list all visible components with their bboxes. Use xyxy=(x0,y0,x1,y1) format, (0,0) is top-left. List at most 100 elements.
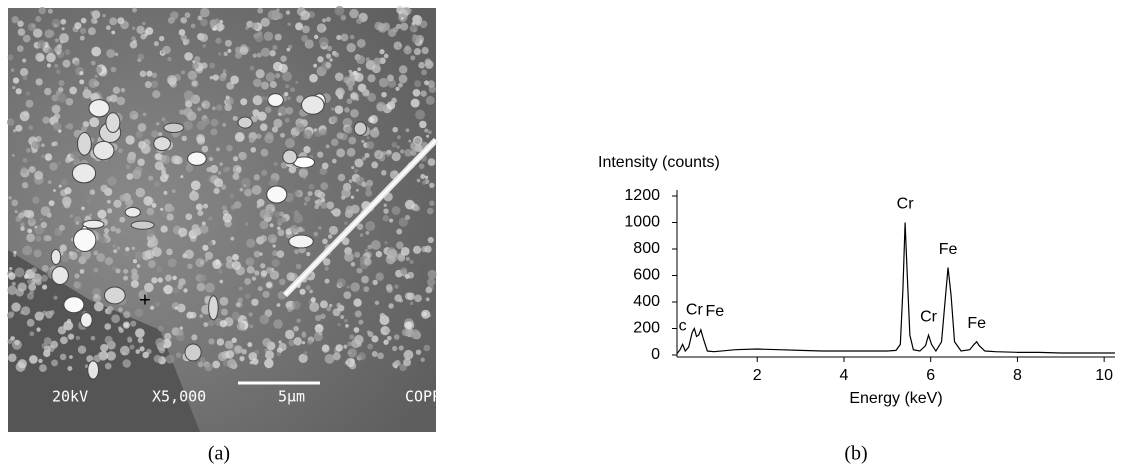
sem-grain xyxy=(42,116,50,124)
y-axis-label: Intensity (counts) xyxy=(598,154,720,171)
sem-grain xyxy=(296,318,301,323)
sem-grain xyxy=(256,133,262,139)
sem-grain xyxy=(11,281,16,286)
sem-grain xyxy=(236,322,246,331)
sem-grain xyxy=(137,158,145,166)
sem-grain xyxy=(269,50,276,57)
sem-grain xyxy=(204,282,215,293)
sem-grain xyxy=(260,263,266,269)
sem-grain xyxy=(405,128,410,133)
sem-grain xyxy=(60,253,71,263)
sem-grain xyxy=(62,59,71,68)
sem-grain xyxy=(383,53,389,59)
sem-grain xyxy=(190,180,201,191)
sem-grain xyxy=(385,328,391,334)
sem-grain xyxy=(35,78,43,86)
sem-grain xyxy=(363,258,372,266)
sem-grain xyxy=(36,327,41,332)
sem-grain xyxy=(387,248,398,259)
sem-grain xyxy=(137,123,147,132)
sem-grain xyxy=(148,175,154,181)
sem-grain xyxy=(106,199,111,204)
sem-grain xyxy=(393,334,400,340)
sem-grain xyxy=(187,263,193,269)
sem-grain xyxy=(314,323,324,333)
sem-grain xyxy=(322,238,328,245)
y-tick-label: 200 xyxy=(633,320,660,337)
sem-grain xyxy=(17,28,26,36)
sem-grain xyxy=(337,323,341,327)
sem-label: X5,000 xyxy=(152,388,206,406)
sem-grain xyxy=(343,291,352,300)
sem-grain xyxy=(196,282,206,292)
sem-grain xyxy=(82,121,90,128)
sem-grain xyxy=(93,354,101,363)
sem-grain xyxy=(197,107,202,112)
sem-grain xyxy=(222,122,227,127)
sem-grain xyxy=(22,157,28,163)
sem-grain xyxy=(189,311,197,319)
sem-grain xyxy=(306,252,311,257)
sem-grain xyxy=(51,104,61,114)
sem-grain xyxy=(317,226,322,230)
sem-grain xyxy=(129,110,139,120)
sem-grain xyxy=(345,324,349,328)
sem-grain xyxy=(139,346,145,352)
sem-grain xyxy=(212,106,216,111)
sem-grain xyxy=(67,365,73,371)
sem-grain xyxy=(126,173,134,180)
sem-grain xyxy=(280,217,287,223)
sem-grain xyxy=(266,281,273,289)
sem-grain xyxy=(115,268,121,274)
sem-grain xyxy=(197,210,204,217)
sem-grain xyxy=(331,107,335,111)
sem-grain xyxy=(384,240,388,245)
sem-grain xyxy=(272,44,278,51)
sem-grain xyxy=(276,303,281,307)
sem-grain xyxy=(14,339,20,346)
sem-grain xyxy=(225,350,235,359)
sem-grain xyxy=(165,274,172,282)
sem-grain xyxy=(303,202,307,206)
sem-grain xyxy=(40,143,45,148)
sem-grain xyxy=(373,127,378,132)
sem-grain xyxy=(354,168,359,173)
sem-grain xyxy=(135,328,145,338)
sem-grain xyxy=(39,364,47,373)
sem-grain xyxy=(79,71,84,76)
sem-grain xyxy=(152,247,162,257)
sem-grain xyxy=(166,248,173,256)
sem-grain xyxy=(163,284,173,295)
sem-grain xyxy=(288,165,297,174)
sem-grain xyxy=(260,148,269,157)
y-tick-label: 800 xyxy=(633,240,660,257)
sem-grain xyxy=(391,206,401,215)
sem-grain xyxy=(194,228,202,236)
sem-grain xyxy=(143,196,153,206)
sem-grain xyxy=(185,164,194,173)
sem-grain xyxy=(264,309,273,317)
sem-grain xyxy=(277,229,285,237)
sem-grain xyxy=(257,7,264,14)
sem-grain xyxy=(290,87,296,93)
sem-grain xyxy=(153,181,160,187)
peak-label: c xyxy=(679,318,687,335)
sem-grain xyxy=(59,33,69,44)
sem-grain xyxy=(344,209,354,218)
sem-grain xyxy=(181,70,186,75)
caption: (b) xyxy=(844,443,867,465)
sem-grain xyxy=(367,244,373,250)
sem-grain xyxy=(58,224,65,231)
sem-grain xyxy=(367,331,374,338)
sem-grain xyxy=(8,272,16,280)
sem-crystal xyxy=(73,228,97,252)
sem-grain xyxy=(264,350,275,360)
sem-grain xyxy=(413,245,422,254)
sem-grain xyxy=(381,91,387,98)
sem-grain xyxy=(118,326,122,331)
sem-grain xyxy=(112,244,117,248)
sem-grain xyxy=(325,62,332,69)
sem-grain xyxy=(340,14,347,21)
sem-grain xyxy=(275,73,281,79)
sem-grain xyxy=(254,33,264,43)
